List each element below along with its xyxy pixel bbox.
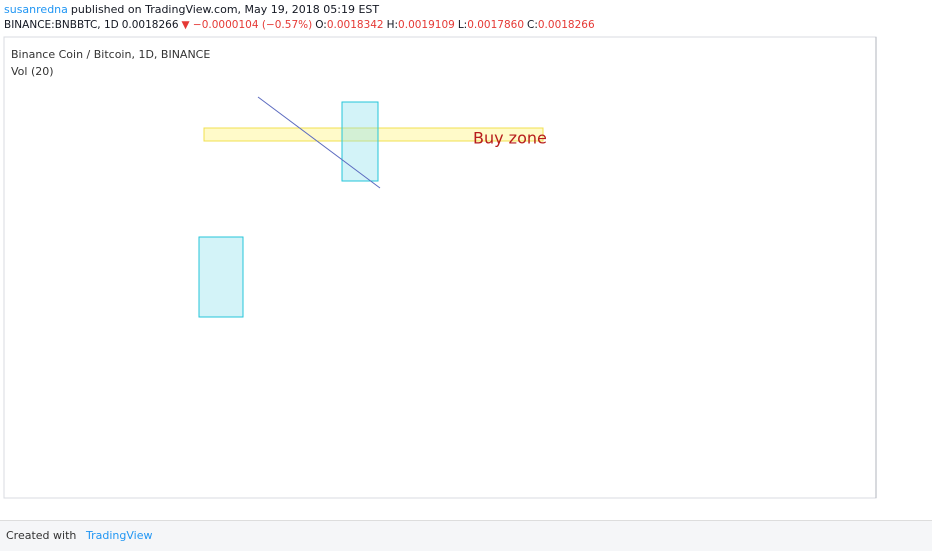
plot-frame [3,36,877,499]
brand[interactable]: TradingView [86,529,153,542]
ohlc-label: L: [457,19,468,31]
volume-label: Vol (20) [11,65,54,78]
ohlc-label: H: [386,19,399,31]
footer: Created with TradingView [0,520,932,551]
chart-title: Binance Coin / Bitcoin, 1D, BINANCE [11,48,210,61]
ohlc-label: C: [527,19,538,31]
range-box [341,101,379,182]
change: ▼ −0.0000104 (−0.57%) [181,19,313,31]
annotation: Buy zone [473,129,547,148]
symbol: BINANCE:BNBBTC, 1D [4,19,119,31]
range-box [198,236,244,318]
ohlc-value: 0.0017860 [467,19,524,31]
ohlc: O:0.0018342 H:0.0019109 L:0.0017860 C:0.001… [315,19,597,31]
chart: Buy zone Binance Coin / Bitcoin, 1D, BIN… [3,36,877,499]
ohlc-value: 0.0019109 [398,19,455,31]
trend-line [257,96,381,189]
last: 0.0018266 [121,19,179,31]
published: published on TradingView.com, May 19, 20… [70,3,380,16]
created: Created with [6,529,77,542]
ohlc-label: O: [315,19,327,31]
buy-zone-box [203,127,544,142]
ohlc-value: 0.0018266 [537,19,595,31]
ohlc-value: 0.0018342 [326,19,384,31]
author[interactable]: susanredna [4,3,68,16]
publish-line: susanredna published on TradingView.com, … [4,3,382,16]
symbol-line: BINANCE:BNBBTC, 1D 0.0018266 ▼ −0.0000104 … [4,19,601,31]
